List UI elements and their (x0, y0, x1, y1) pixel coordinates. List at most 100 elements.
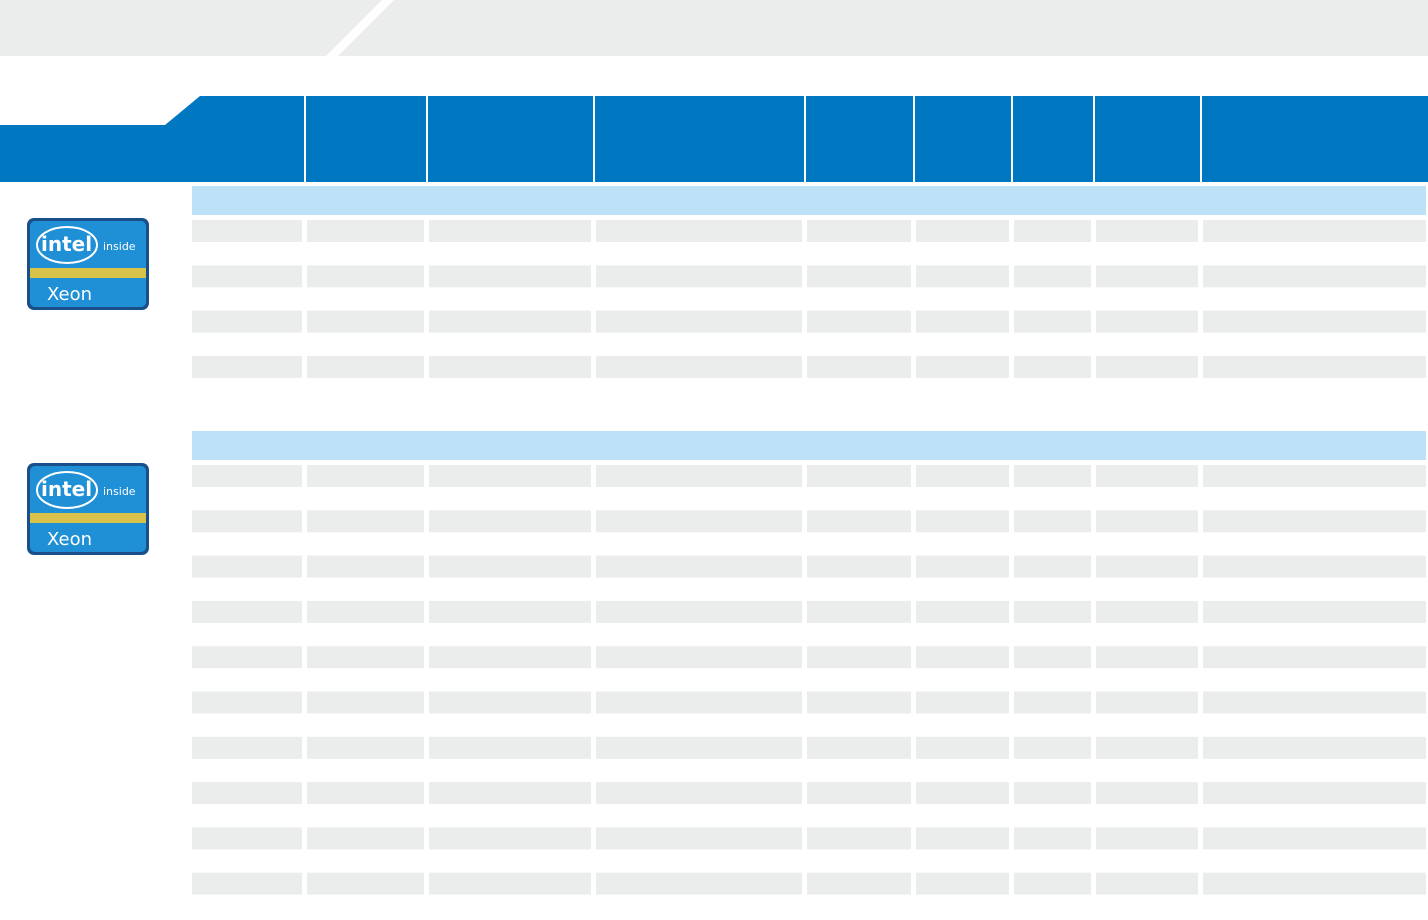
xeon-logo: intel inside Xeon (27, 218, 149, 310)
table-cell (916, 872, 1009, 895)
table-cell (596, 510, 802, 533)
table-cell (192, 465, 302, 487)
logo-ring (36, 471, 98, 509)
table-cell (916, 691, 1009, 714)
logo-body (30, 466, 146, 552)
logo-brand: intel (41, 232, 92, 256)
table-cell (596, 465, 802, 487)
table-cell (916, 555, 1009, 578)
logo-brand: intel (41, 477, 92, 501)
table-cell (1203, 646, 1426, 669)
logo-stripe (30, 513, 146, 523)
table-cell (307, 220, 424, 242)
table-cell (192, 646, 302, 669)
table-cell (1014, 646, 1091, 669)
logo-product: Xeon (47, 529, 92, 550)
table-cell (807, 555, 911, 578)
section-bar (192, 186, 1426, 215)
table-cell (1096, 736, 1198, 759)
table-cell (307, 827, 424, 850)
table-cell (916, 600, 1009, 623)
table-cell (1203, 691, 1426, 714)
table-cell (1096, 265, 1198, 288)
table-cell (1014, 265, 1091, 288)
top-bar-right (338, 0, 1428, 56)
logo-product: Xeon (47, 284, 92, 305)
table-cell (307, 510, 424, 533)
table-cell (307, 600, 424, 623)
table-cell (596, 827, 802, 850)
table-cell (192, 782, 302, 805)
table-cell (192, 220, 302, 242)
table-cell (1203, 355, 1426, 378)
table-cell (429, 646, 591, 669)
table-cell (807, 265, 911, 288)
table-cell (1203, 465, 1426, 487)
table-cell (1203, 265, 1426, 288)
table-cell (192, 310, 302, 333)
table-cell (807, 310, 911, 333)
table-cell (192, 736, 302, 759)
table-cell (1014, 600, 1091, 623)
table-cell (596, 600, 802, 623)
table-cell (1096, 691, 1198, 714)
table-cell (1014, 310, 1091, 333)
table-cell (1014, 872, 1091, 895)
table-cell (1203, 827, 1426, 850)
table-cell (916, 355, 1009, 378)
table-cell (1096, 465, 1198, 487)
table-cell (1014, 555, 1091, 578)
table-cell (916, 265, 1009, 288)
table-cell (807, 600, 911, 623)
table-cell (1096, 510, 1198, 533)
table-cell (1203, 782, 1426, 805)
table-cell (429, 220, 591, 242)
table-cell (429, 265, 591, 288)
table-cell (192, 355, 302, 378)
table-cell (1096, 646, 1198, 669)
table-cell (307, 872, 424, 895)
table-cell (192, 872, 302, 895)
table-cell (807, 220, 911, 242)
table-cell (1014, 691, 1091, 714)
table-cell (1096, 310, 1198, 333)
table-cell (1096, 355, 1198, 378)
table-cell (429, 465, 591, 487)
table-cell (1096, 555, 1198, 578)
table-cell (916, 736, 1009, 759)
table-cell (192, 510, 302, 533)
table-cell (429, 691, 591, 714)
table-cell (596, 782, 802, 805)
table-cell (916, 827, 1009, 850)
table-cell (596, 355, 802, 378)
xeon-logo: intel inside Xeon (27, 463, 149, 555)
table-header (0, 96, 1428, 182)
table-cell (1203, 220, 1426, 242)
table-cell (307, 782, 424, 805)
table-cell (1203, 600, 1426, 623)
table-cell (1096, 827, 1198, 850)
logo-badge: inside (103, 240, 136, 253)
table-cell (596, 220, 802, 242)
table-cell (1203, 872, 1426, 895)
table-cell (916, 782, 1009, 805)
table-cell (807, 827, 911, 850)
table-cell (916, 646, 1009, 669)
table-cell (307, 355, 424, 378)
table-cell (807, 691, 911, 714)
table-cell (1014, 510, 1091, 533)
table-cell (192, 827, 302, 850)
table-cell (307, 310, 424, 333)
table-cell (596, 646, 802, 669)
table-cell (429, 782, 591, 805)
table-cell (1203, 555, 1426, 578)
table-cell (807, 510, 911, 533)
logo-stripe (30, 268, 146, 278)
table-cell (307, 555, 424, 578)
table-cell (429, 736, 591, 759)
table-cell (1096, 220, 1198, 242)
table-cell (192, 265, 302, 288)
table-cell (596, 691, 802, 714)
table-cell (192, 691, 302, 714)
table-cell (807, 355, 911, 378)
